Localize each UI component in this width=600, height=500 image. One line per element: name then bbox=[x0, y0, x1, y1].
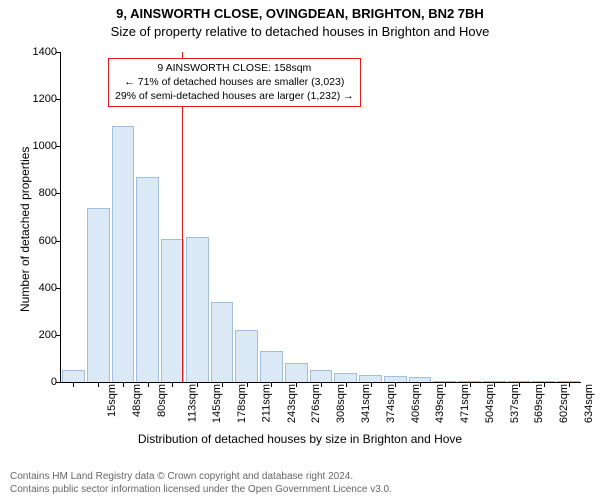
x-tick-mark bbox=[197, 382, 198, 387]
x-tick-label: 537sqm bbox=[509, 384, 521, 423]
y-tick-label: 1000 bbox=[33, 140, 57, 152]
bar bbox=[310, 370, 333, 382]
y-tick-label: 400 bbox=[39, 282, 57, 294]
x-tick-mark bbox=[470, 382, 471, 387]
bar bbox=[112, 126, 135, 382]
bar bbox=[285, 363, 308, 382]
x-tick-label: 145sqm bbox=[212, 384, 224, 423]
bar bbox=[260, 351, 283, 382]
x-tick-label: 602sqm bbox=[558, 384, 570, 423]
attribution-line-1: Contains HM Land Registry data © Crown c… bbox=[10, 471, 590, 484]
info-line-2: ← 71% of detached houses are smaller (3,… bbox=[115, 75, 354, 89]
x-tick-label: 276sqm bbox=[311, 384, 323, 423]
x-tick-mark bbox=[123, 382, 124, 387]
chart-subtitle: Size of property relative to detached ho… bbox=[0, 24, 600, 39]
x-tick-mark bbox=[98, 382, 99, 387]
attribution-line-2: Contains public sector information licen… bbox=[10, 484, 590, 497]
y-tick-mark bbox=[56, 146, 61, 147]
bar bbox=[186, 237, 209, 382]
x-tick-label: 439sqm bbox=[434, 384, 446, 423]
x-tick-label: 504sqm bbox=[484, 384, 496, 423]
x-tick-label: 634sqm bbox=[583, 384, 595, 423]
x-tick-label: 406sqm bbox=[410, 384, 422, 423]
x-tick-mark bbox=[569, 382, 570, 387]
y-tick-mark bbox=[56, 99, 61, 100]
bar bbox=[359, 375, 382, 382]
y-tick-mark bbox=[56, 52, 61, 53]
y-tick-label: 600 bbox=[39, 235, 57, 247]
bar bbox=[62, 370, 85, 382]
y-tick-label: 200 bbox=[39, 329, 57, 341]
x-tick-mark bbox=[519, 382, 520, 387]
bar bbox=[235, 330, 258, 382]
bar bbox=[136, 177, 159, 382]
x-tick-mark bbox=[172, 382, 173, 387]
x-tick-label: 211sqm bbox=[260, 384, 272, 422]
bar bbox=[87, 208, 110, 382]
x-tick-label: 243sqm bbox=[286, 384, 298, 423]
x-tick-mark bbox=[445, 382, 446, 387]
x-tick-label: 341sqm bbox=[360, 384, 372, 423]
x-tick-label: 471sqm bbox=[459, 384, 471, 423]
info-line-1: 9 AINSWORTH CLOSE: 158sqm bbox=[115, 61, 354, 75]
x-tick-mark bbox=[346, 382, 347, 387]
x-tick-mark bbox=[494, 382, 495, 387]
y-tick-mark bbox=[56, 241, 61, 242]
y-tick-mark bbox=[56, 335, 61, 336]
x-tick-mark bbox=[420, 382, 421, 387]
x-tick-label: 80sqm bbox=[156, 384, 168, 417]
x-axis-label: Distribution of detached houses by size … bbox=[0, 432, 600, 446]
y-tick-mark bbox=[56, 382, 61, 383]
y-tick-label: 800 bbox=[39, 187, 57, 199]
x-tick-label: 15sqm bbox=[106, 384, 118, 417]
y-tick-label: 1200 bbox=[33, 93, 57, 105]
y-tick-label: 1400 bbox=[33, 46, 57, 58]
x-tick-mark bbox=[371, 382, 372, 387]
x-tick-mark bbox=[544, 382, 545, 387]
x-tick-label: 48sqm bbox=[131, 384, 143, 417]
x-tick-mark bbox=[271, 382, 272, 387]
y-tick-mark bbox=[56, 288, 61, 289]
x-tick-mark bbox=[296, 382, 297, 387]
attribution: Contains HM Land Registry data © Crown c… bbox=[10, 471, 590, 496]
x-tick-label: 569sqm bbox=[533, 384, 545, 423]
x-tick-mark bbox=[395, 382, 396, 387]
x-tick-label: 374sqm bbox=[385, 384, 397, 423]
x-tick-mark bbox=[222, 382, 223, 387]
bar bbox=[211, 302, 234, 382]
bar bbox=[334, 373, 357, 382]
y-axis-label: Number of detached properties bbox=[18, 147, 32, 312]
chart-title: 9, AINSWORTH CLOSE, OVINGDEAN, BRIGHTON,… bbox=[0, 6, 600, 21]
x-tick-mark bbox=[321, 382, 322, 387]
x-tick-label: 178sqm bbox=[236, 384, 248, 423]
y-tick-mark bbox=[56, 193, 61, 194]
bar bbox=[161, 239, 184, 382]
x-tick-mark bbox=[247, 382, 248, 387]
x-tick-mark bbox=[73, 382, 74, 387]
x-tick-label: 113sqm bbox=[186, 384, 198, 422]
x-tick-mark bbox=[148, 382, 149, 387]
x-tick-label: 308sqm bbox=[335, 384, 347, 423]
info-line-3: 29% of semi-detached houses are larger (… bbox=[115, 89, 354, 103]
info-box: 9 AINSWORTH CLOSE: 158sqm ← 71% of detac… bbox=[108, 58, 361, 107]
